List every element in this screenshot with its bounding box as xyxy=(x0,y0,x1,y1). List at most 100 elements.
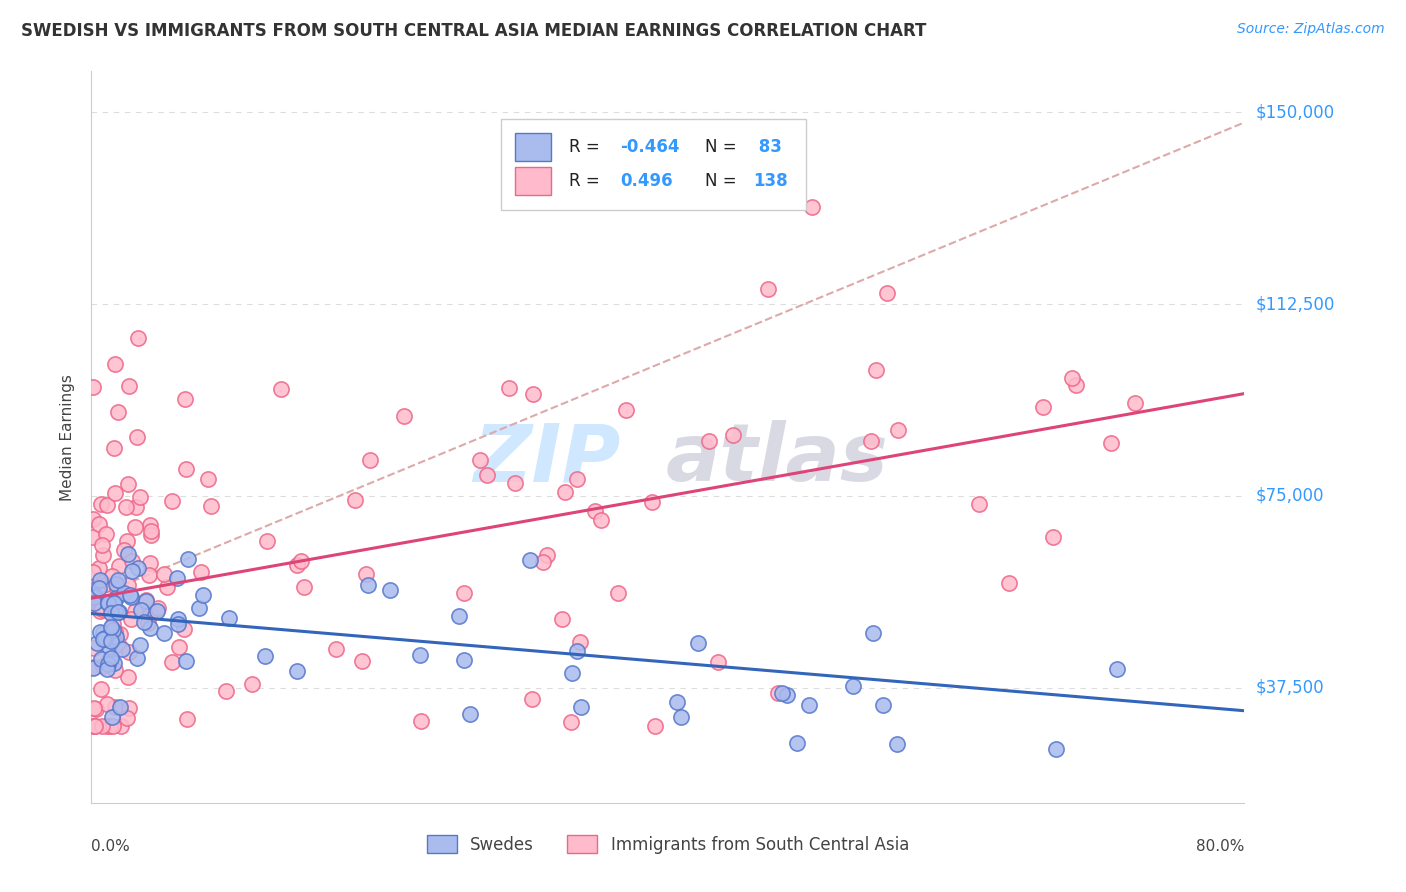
Point xyxy=(146,604,169,618)
Point xyxy=(103,596,125,610)
Point xyxy=(766,686,789,700)
Point xyxy=(458,707,481,722)
Point xyxy=(859,434,882,448)
Point xyxy=(325,641,347,656)
Point xyxy=(89,624,111,639)
FancyBboxPatch shape xyxy=(501,119,806,211)
Point xyxy=(554,485,576,500)
Point xyxy=(104,700,127,714)
Text: 0.0%: 0.0% xyxy=(91,839,131,855)
Point xyxy=(114,500,136,515)
Point xyxy=(138,567,160,582)
Point xyxy=(354,567,377,582)
Point xyxy=(127,561,149,575)
Point xyxy=(721,428,744,442)
Point xyxy=(569,635,592,649)
Point xyxy=(112,542,135,557)
Point xyxy=(160,494,183,508)
Text: 0.496: 0.496 xyxy=(620,172,673,190)
Point xyxy=(167,640,190,655)
Point xyxy=(842,679,865,693)
Point xyxy=(94,527,117,541)
Point xyxy=(101,719,124,733)
Point xyxy=(644,719,666,733)
Point xyxy=(551,612,574,626)
Point xyxy=(94,632,117,646)
Point xyxy=(503,476,526,491)
Point xyxy=(97,640,120,654)
Point xyxy=(536,548,558,562)
Point xyxy=(107,405,129,419)
Point xyxy=(107,606,129,620)
Point xyxy=(188,601,211,615)
Point xyxy=(146,601,169,615)
Text: Source: ZipAtlas.com: Source: ZipAtlas.com xyxy=(1237,22,1385,37)
Point xyxy=(90,538,112,552)
Point xyxy=(89,560,111,574)
Point xyxy=(522,387,544,401)
Point xyxy=(447,608,470,623)
Point xyxy=(90,602,112,616)
Point xyxy=(583,504,606,518)
Text: R =: R = xyxy=(568,137,605,156)
Text: R =: R = xyxy=(568,172,610,190)
Point xyxy=(139,556,162,570)
Point xyxy=(104,625,127,640)
Point xyxy=(865,363,887,377)
Point xyxy=(83,596,105,610)
Point xyxy=(756,282,779,296)
Point xyxy=(134,615,156,629)
Point xyxy=(129,490,152,504)
Point xyxy=(688,636,710,650)
Text: 80.0%: 80.0% xyxy=(1197,839,1244,855)
Point xyxy=(118,588,141,602)
Point xyxy=(110,626,132,640)
Point xyxy=(107,573,129,587)
Point xyxy=(82,661,104,675)
Point xyxy=(1042,530,1064,544)
Point xyxy=(84,702,107,716)
Point xyxy=(520,691,543,706)
Point xyxy=(101,632,124,646)
Point xyxy=(120,591,142,605)
Point xyxy=(797,698,820,712)
Point xyxy=(876,286,898,301)
Point xyxy=(87,582,110,596)
Text: $37,500: $37,500 xyxy=(1256,679,1324,697)
Point xyxy=(97,596,120,610)
Point xyxy=(101,710,124,724)
Bar xyxy=(515,133,551,161)
Point xyxy=(118,645,141,659)
Point xyxy=(176,712,198,726)
Point xyxy=(83,590,105,604)
Point xyxy=(193,589,215,603)
Point xyxy=(166,571,188,585)
Point xyxy=(1107,662,1129,676)
Point xyxy=(86,636,108,650)
Point xyxy=(115,534,138,549)
Point xyxy=(96,498,118,512)
Point xyxy=(135,594,157,608)
Point xyxy=(666,695,689,709)
Bar xyxy=(515,167,551,195)
Point xyxy=(93,632,115,647)
Point xyxy=(90,682,112,697)
Point xyxy=(166,617,188,632)
Point xyxy=(86,581,108,595)
Point xyxy=(1064,377,1087,392)
Point xyxy=(83,660,105,674)
Point xyxy=(97,657,120,671)
Point xyxy=(117,670,139,684)
Point xyxy=(100,620,122,634)
Point xyxy=(173,392,195,406)
Text: 83: 83 xyxy=(754,137,782,156)
Point xyxy=(90,652,112,666)
Point xyxy=(589,513,612,527)
Point xyxy=(887,423,910,437)
Point xyxy=(127,331,149,345)
Text: N =: N = xyxy=(704,172,741,190)
Point xyxy=(117,578,139,592)
Point xyxy=(886,737,908,751)
Point xyxy=(91,632,114,646)
Point xyxy=(110,719,132,733)
